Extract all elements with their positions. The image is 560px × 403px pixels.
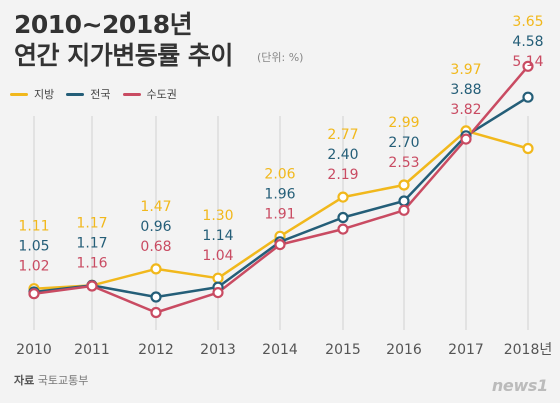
data-point: [212, 272, 224, 284]
data-point: [150, 306, 162, 319]
legend-label-series-1: 지방: [34, 88, 55, 101]
data-label: 4.58: [512, 34, 543, 50]
data-label: 3.97: [450, 62, 481, 78]
x-tick-label: 2013: [200, 342, 236, 358]
x-tick-label: 2018년: [504, 342, 553, 358]
x-tick-label: 2014: [262, 342, 298, 358]
data-label: 1.17: [76, 215, 107, 231]
data-label: 2.53: [388, 155, 419, 171]
data-label: 5.14: [512, 54, 543, 70]
data-label: 2.70: [388, 135, 419, 151]
data-label: 3.82: [450, 102, 481, 118]
legend-swatch-series-3: [122, 92, 141, 96]
data-point: [522, 91, 534, 103]
data-point: [460, 133, 472, 145]
data-label: 1.16: [76, 255, 107, 271]
data-label: 1.91: [264, 206, 295, 222]
source-name: 국토교통부: [37, 374, 89, 387]
data-label: 2.19: [327, 167, 358, 183]
data-label: 2.99: [388, 115, 419, 131]
data-point: [150, 263, 162, 275]
x-tick-label: 2010: [16, 342, 52, 358]
data-label: 1.47: [140, 199, 171, 215]
data-label: 3.88: [450, 82, 481, 98]
data-label: 2.40: [327, 147, 358, 163]
legend-item-series-3: 수도권: [122, 86, 177, 102]
data-point: [398, 195, 410, 207]
news1-logo: news1: [491, 376, 548, 395]
data-label: 1.04: [202, 248, 233, 264]
data-label: 2.77: [327, 127, 358, 143]
x-tick-label: 2017: [448, 342, 484, 358]
chart-title-line1: 2010~2018년: [14, 10, 193, 39]
legend-label-series-2: 전국: [90, 88, 111, 101]
data-point: [28, 288, 40, 300]
x-tick-label: 2011: [74, 342, 110, 358]
data-label: 0.96: [140, 219, 171, 235]
data-label: 2.06: [264, 166, 295, 182]
data-label: 1.14: [202, 228, 233, 244]
source-note: 자료 국토교통부: [14, 372, 88, 388]
unit-label: (단위: %): [257, 51, 304, 64]
data-point: [212, 287, 224, 299]
data-label: 1.11: [18, 219, 49, 235]
source-prefix: 자료: [14, 374, 35, 387]
data-point: [274, 239, 286, 251]
x-tick-label: 2012: [138, 342, 174, 358]
data-point: [337, 223, 349, 235]
data-point: [337, 191, 349, 203]
data-label: 3.65: [512, 14, 543, 30]
data-label: 1.02: [18, 259, 49, 275]
legend-label-series-3: 수도권: [146, 88, 177, 101]
legend: 지방 전국 수도권: [10, 86, 177, 102]
data-label: 1.96: [264, 186, 295, 202]
x-tick-label: 2015: [325, 342, 361, 358]
legend-swatch-series-2: [66, 92, 85, 96]
data-point: [86, 280, 98, 292]
x-tick-label: 2016: [386, 342, 422, 358]
chart-title-line2: 연간 지가변동률 추이: [14, 41, 233, 70]
data-point: [398, 204, 410, 216]
data-label: 1.30: [202, 208, 233, 224]
data-point: [522, 142, 534, 155]
legend-item-series-2: 전국: [66, 86, 111, 102]
data-point: [398, 179, 410, 191]
data-label: 1.05: [18, 239, 49, 255]
legend-swatch-series-1: [10, 92, 28, 96]
data-point: [522, 60, 534, 72]
data-point: [337, 211, 349, 224]
legend-item-series-1: 지방: [10, 86, 54, 102]
data-point: [150, 291, 162, 303]
data-label: 1.17: [76, 235, 107, 251]
data-label: 0.68: [140, 239, 171, 255]
